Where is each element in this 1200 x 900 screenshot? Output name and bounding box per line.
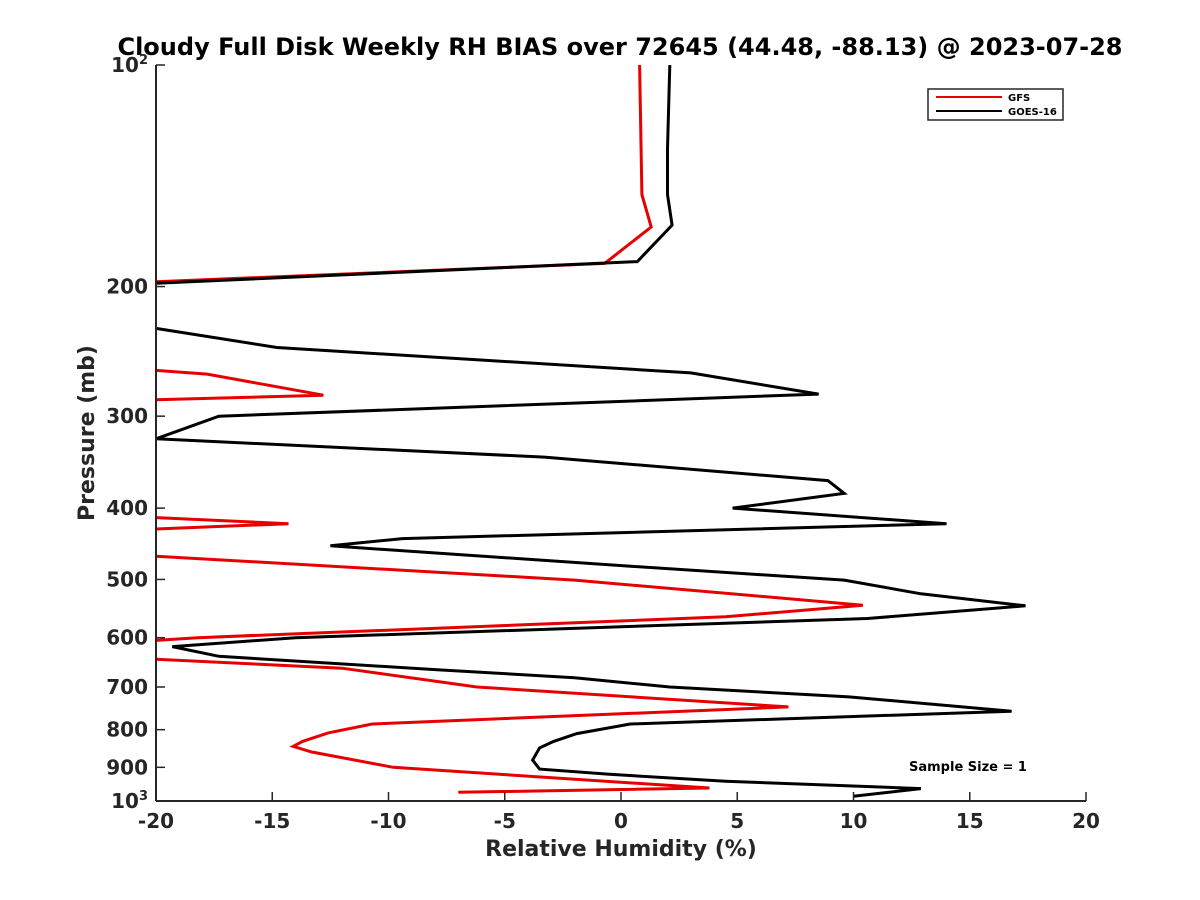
y-tick-label: 900 <box>106 755 148 779</box>
series-line-gfs <box>155 554 863 642</box>
x-axis-label: Relative Humidity (%) <box>485 837 757 862</box>
x-tick-label: -20 <box>138 809 174 833</box>
x-tick-label: 20 <box>1072 809 1100 833</box>
x-tick-label: -10 <box>370 809 406 833</box>
x-tick-label: 5 <box>730 809 744 833</box>
x-ticks: -20 -15 -10 -5 0 5 10 15 20 <box>138 792 1100 833</box>
series-line-goes16 <box>155 64 674 285</box>
series-line-gfs <box>155 368 324 402</box>
y-tick-label: 700 <box>106 675 148 699</box>
x-tick-label: 0 <box>614 809 628 833</box>
y-axis-label: Pressure (mb) <box>75 345 100 521</box>
series-line-gfs <box>155 657 789 794</box>
x-tick-label: -15 <box>254 809 290 833</box>
chart-title: Cloudy Full Disk Weekly RH BIAS over 726… <box>117 33 1122 61</box>
sample-size-annotation: Sample Size = 1 <box>909 760 1027 775</box>
x-tick-label: 15 <box>956 809 984 833</box>
legend: GFS GOES-16 <box>927 88 1064 121</box>
axes <box>155 65 1086 802</box>
series-line-goes16 <box>155 326 1026 798</box>
series-layer <box>155 64 1026 798</box>
y-tick-label: 500 <box>106 567 148 591</box>
y-tick-base: 10 <box>111 789 139 813</box>
y-tick-exponent: 3 <box>139 789 148 804</box>
series-line-gfs <box>155 64 653 284</box>
x-tick-label: -5 <box>494 809 516 833</box>
series-line-gfs <box>155 516 289 531</box>
y-tick-label: 600 <box>106 626 148 650</box>
y-tick-label: 102 <box>111 53 148 77</box>
y-tick-label: 800 <box>106 718 148 742</box>
y-tick-label: 300 <box>106 404 148 428</box>
y-tick-label: 200 <box>106 275 148 299</box>
y-tick-base: 10 <box>111 53 139 77</box>
legend-label-gfs: GFS <box>1008 93 1030 104</box>
legend-box <box>927 88 1064 121</box>
y-tick-label: 103 <box>111 789 148 813</box>
y-tick-exponent: 2 <box>139 53 148 68</box>
y-tick-label: 400 <box>106 496 148 520</box>
x-tick-label: 10 <box>840 809 868 833</box>
legend-label-goes16: GOES-16 <box>1008 107 1057 118</box>
